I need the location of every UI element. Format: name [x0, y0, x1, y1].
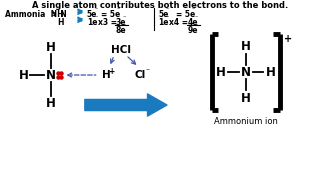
Text: H: H	[46, 40, 56, 53]
Text: 9e: 9e	[187, 26, 198, 35]
Text: H: H	[102, 70, 111, 80]
Text: ⁻: ⁻	[95, 17, 98, 21]
FancyArrowPatch shape	[85, 94, 167, 116]
Text: 1e: 1e	[158, 18, 169, 27]
Text: N: N	[46, 69, 56, 82]
Text: ⁻: ⁻	[123, 17, 126, 21]
Text: 3e: 3e	[115, 18, 126, 27]
Text: Ammonium ion: Ammonium ion	[214, 117, 278, 126]
Text: +: +	[108, 66, 115, 75]
Text: ⁻: ⁻	[191, 8, 195, 14]
Text: N: N	[241, 66, 251, 78]
Text: 8e: 8e	[115, 26, 126, 35]
Text: = 5e: = 5e	[100, 10, 120, 19]
Text: H: H	[241, 39, 251, 53]
Text: H: H	[215, 66, 225, 78]
Text: ⁻: ⁻	[116, 8, 119, 14]
Text: ⁻: ⁻	[166, 17, 169, 21]
Text: 3: 3	[52, 12, 56, 17]
Text: Ammonia  NH: Ammonia NH	[5, 10, 64, 19]
Text: 4e: 4e	[187, 18, 198, 27]
Text: ⁻: ⁻	[166, 8, 169, 14]
Text: H: H	[266, 66, 276, 78]
Text: ⁻: ⁻	[145, 66, 149, 75]
Text: ⁻: ⁻	[195, 24, 198, 30]
Text: ⁻: ⁻	[95, 8, 98, 14]
Text: 5e: 5e	[158, 10, 168, 19]
Text: H: H	[46, 96, 56, 109]
Text: HCl: HCl	[111, 45, 131, 55]
Text: x3 =: x3 =	[98, 18, 119, 27]
Text: N: N	[55, 10, 69, 19]
Text: H: H	[58, 18, 67, 27]
Text: +: +	[284, 34, 292, 44]
Text: = 5e: = 5e	[176, 10, 195, 19]
Text: A single atom contributes both electrons to the bond.: A single atom contributes both electrons…	[32, 1, 288, 10]
Text: H: H	[19, 69, 28, 82]
Text: x4 =: x4 =	[169, 18, 190, 27]
Text: 1e: 1e	[87, 18, 97, 27]
Text: 5e: 5e	[87, 10, 97, 19]
Text: ⁻: ⁻	[195, 17, 198, 21]
Text: ⁻: ⁻	[123, 24, 126, 30]
Text: Cl: Cl	[135, 70, 146, 80]
Text: H: H	[241, 91, 251, 105]
